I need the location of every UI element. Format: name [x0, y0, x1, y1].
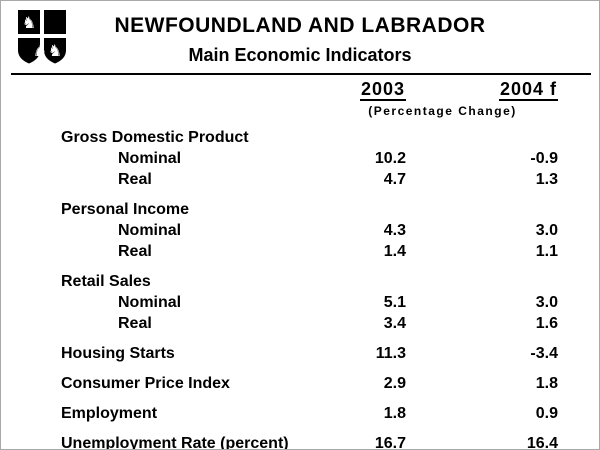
page-title: NEWFOUNDLAND AND LABRADOR: [114, 14, 486, 37]
group-label: Retail Sales: [61, 273, 151, 290]
value-2003: 1.4: [383, 243, 406, 260]
value-2003: 4.3: [383, 222, 406, 239]
column-header-row: 2003 2004 f: [61, 80, 558, 101]
row-label: Nominal: [118, 150, 182, 167]
page-subtitle: Main Economic Indicators: [188, 45, 412, 65]
value-2004f: 3.0: [535, 222, 558, 239]
group-retail-sales: Retail Sales Nominal 5.1 3.0 Real 3.4 1.…: [61, 271, 558, 334]
value-2004f: 16.4: [526, 435, 558, 450]
row-label: Unemployment Rate (percent): [61, 435, 289, 450]
value-2003: 2.9: [383, 375, 406, 392]
value-2004f: -3.4: [530, 345, 558, 362]
heraldic-unicorn-icon: ♞: [33, 41, 47, 60]
shield-quadrant: [18, 38, 40, 64]
group-gross-domestic-product: Gross Domestic Product Nominal 10.2 -0.9…: [61, 127, 558, 190]
row-label: Nominal: [118, 294, 182, 311]
table-row: Nominal 4.3 3.0: [61, 220, 558, 241]
value-2004f: 3.0: [535, 294, 558, 311]
header-divider: [11, 73, 591, 75]
table-row-housing-starts: Housing Starts 11.3 -3.4: [61, 343, 558, 364]
group-personal-income: Personal Income Nominal 4.3 3.0 Real 1.4…: [61, 199, 558, 262]
shield-quadrant: [18, 10, 40, 34]
row-label: Real: [118, 171, 152, 188]
row-label: Consumer Price Index: [61, 375, 230, 392]
coat-of-arms-logo: ♞ ♞ ♞ ♞: [18, 10, 66, 64]
row-label: Real: [118, 315, 152, 332]
group-header-row: Gross Domestic Product: [61, 127, 558, 148]
column-header-2003: 2003: [359, 79, 406, 101]
table-row-employment: Employment 1.8 0.9: [61, 403, 558, 424]
value-2003: 11.3: [375, 345, 406, 362]
value-2003: 5.1: [383, 294, 406, 311]
value-2004f: 1.3: [535, 171, 558, 188]
column-header-spacer: [61, 80, 301, 101]
value-2003: 10.2: [374, 150, 406, 167]
table-row: Nominal 5.1 3.0: [61, 292, 558, 313]
table-row: Nominal 10.2 -0.9: [61, 148, 558, 169]
value-2004f: -0.9: [530, 150, 558, 167]
shield-quadrant: [44, 38, 66, 64]
value-2004f: 0.9: [535, 405, 558, 422]
value-2003: 1.8: [383, 405, 406, 422]
value-2003: 3.4: [383, 315, 406, 332]
table-row-unemployment-rate: Unemployment Rate (percent) 16.7 16.4: [61, 433, 558, 450]
row-label: Housing Starts: [61, 345, 175, 362]
table-row-consumer-price-index: Consumer Price Index 2.9 1.8: [61, 373, 558, 394]
row-label: Real: [118, 243, 152, 260]
column-header-2004f: 2004 f: [498, 79, 558, 101]
heraldic-lion-icon: ♞: [22, 13, 36, 32]
value-2004f: 1.8: [535, 375, 558, 392]
value-2003: 4.7: [383, 171, 406, 188]
row-label: Nominal: [118, 222, 182, 239]
value-2003: 16.7: [374, 435, 406, 450]
table-row: Real 4.7 1.3: [61, 169, 558, 190]
value-2004f: 1.6: [535, 315, 558, 332]
row-label: Employment: [61, 405, 158, 422]
indicators-table: 2003 2004 f (Percentage Change) Gross Do…: [61, 80, 558, 450]
table-row: Real 1.4 1.1: [61, 241, 558, 262]
units-note: (Percentage Change): [368, 104, 517, 118]
shield-quadrant: [44, 10, 66, 34]
group-header-row: Personal Income: [61, 199, 558, 220]
group-label: Personal Income: [61, 201, 190, 218]
value-2004f: 1.1: [535, 243, 558, 260]
heraldic-lion-icon: ♞: [48, 41, 62, 60]
group-label: Gross Domestic Product: [61, 129, 249, 146]
table-row: Real 3.4 1.6: [61, 313, 558, 334]
units-note-row: (Percentage Change): [61, 104, 558, 118]
group-header-row: Retail Sales: [61, 271, 558, 292]
